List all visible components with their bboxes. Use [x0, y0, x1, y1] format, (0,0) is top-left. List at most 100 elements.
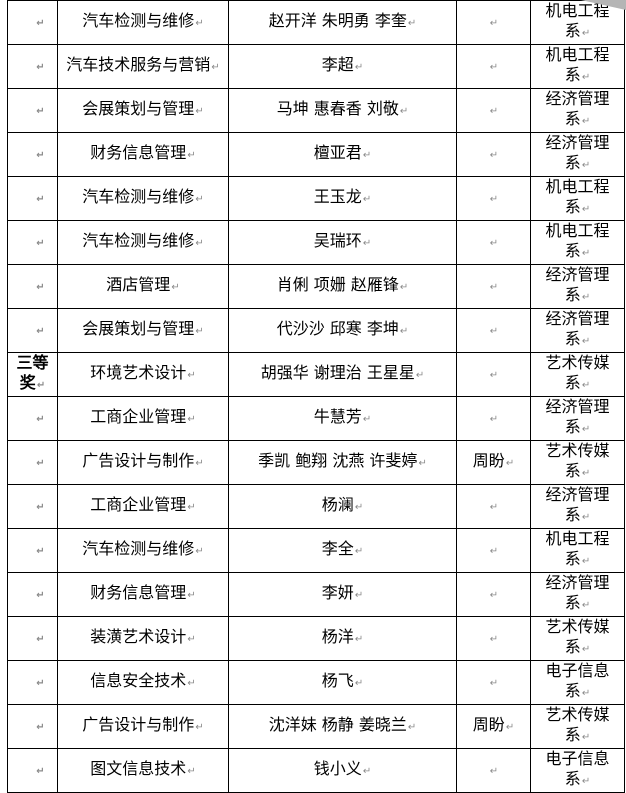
teacher-cell[interactable]: ↵: [456, 132, 531, 177]
major-cell[interactable]: 环境艺术设计↵: [57, 352, 229, 397]
students-cell[interactable]: 杨飞↵: [228, 660, 457, 705]
teacher-cell[interactable]: ↵: [456, 572, 531, 617]
students-cell[interactable]: 肖俐 项姗 赵雁锋↵: [228, 264, 457, 309]
award-cell[interactable]: ↵: [7, 132, 58, 177]
award-cell[interactable]: ↵: [7, 88, 58, 133]
teacher-cell[interactable]: ↵: [456, 264, 531, 309]
students-cell[interactable]: 赵开洋 朱明勇 李奎↵: [228, 0, 457, 45]
award-cell[interactable]: ↵: [7, 0, 58, 45]
major-cell[interactable]: 汽车检测与维修↵: [57, 220, 229, 265]
major-cell[interactable]: 工商企业管理↵: [57, 396, 229, 441]
department-cell[interactable]: 电子信息系↵: [530, 660, 625, 705]
department-cell[interactable]: 电子信息系↵: [530, 748, 625, 793]
students-cell[interactable]: 牛慧芳↵: [228, 396, 457, 441]
department-cell[interactable]: 经济管理系↵: [530, 132, 625, 177]
paragraph-mark-icon: ↵: [489, 238, 499, 249]
department-cell[interactable]: 艺术传媒系↵: [530, 440, 625, 485]
teacher-cell[interactable]: ↵: [456, 660, 531, 705]
department-cell[interactable]: 机电工程系↵: [530, 44, 625, 89]
department-cell[interactable]: 经济管理系↵: [530, 572, 625, 617]
award-cell[interactable]: ↵: [7, 176, 58, 221]
students-cell[interactable]: 马坤 惠春香 刘敬↵: [228, 88, 457, 133]
students-cell[interactable]: 钱小义↵: [228, 748, 457, 793]
major-cell[interactable]: 汽车检测与维修↵: [57, 176, 229, 221]
major-cell[interactable]: 财务信息管理↵: [57, 132, 229, 177]
teacher-cell[interactable]: ↵: [456, 44, 531, 89]
students-cell[interactable]: 杨洋↵: [228, 616, 457, 661]
award-cell[interactable]: 三等奖↵: [7, 352, 58, 397]
award-cell[interactable]: ↵: [7, 572, 58, 617]
award-cell[interactable]: ↵: [7, 396, 58, 441]
teacher-cell[interactable]: ↵: [456, 484, 531, 529]
teacher-cell[interactable]: 周盼↵: [456, 704, 531, 749]
teacher-cell[interactable]: ↵: [456, 0, 531, 45]
paragraph-mark-icon: ↵: [36, 766, 45, 777]
students-cell[interactable]: 季凯 鲍翔 沈燕 许斐婷↵: [228, 440, 457, 485]
award-cell[interactable]: ↵: [7, 264, 58, 309]
students-cell[interactable]: 李全↵: [228, 528, 457, 573]
students-cell[interactable]: 沈洋妹 杨静 姜晓兰↵: [228, 704, 457, 749]
department-cell[interactable]: 艺术传媒系↵: [530, 352, 625, 397]
paragraph-mark-icon: ↵: [36, 414, 45, 425]
major-cell[interactable]: 工商企业管理↵: [57, 484, 229, 529]
major-cell[interactable]: 酒店管理↵: [57, 264, 229, 309]
department-cell[interactable]: 经济管理系↵: [530, 484, 625, 529]
paragraph-mark-icon: ↵: [489, 502, 499, 513]
teacher-cell[interactable]: 周盼↵: [456, 440, 531, 485]
award-cell[interactable]: ↵: [7, 748, 58, 793]
major-cell[interactable]: 图文信息技术↵: [57, 748, 229, 793]
department-cell[interactable]: 艺术传媒系↵: [530, 704, 625, 749]
department-cell[interactable]: 机电工程系↵: [530, 528, 625, 573]
department-cell[interactable]: 经济管理系↵: [530, 88, 625, 133]
teacher-cell[interactable]: ↵: [456, 352, 531, 397]
award-cell[interactable]: ↵: [7, 44, 58, 89]
teacher-cell[interactable]: ↵: [456, 220, 531, 265]
award-cell[interactable]: ↵: [7, 484, 58, 529]
students-cell[interactable]: 杨澜↵: [228, 484, 457, 529]
major-cell[interactable]: 会展策划与管理↵: [57, 308, 229, 353]
major-cell[interactable]: 会展策划与管理↵: [57, 88, 229, 133]
major-cell[interactable]: 装潢艺术设计↵: [57, 616, 229, 661]
paragraph-mark-icon: ↵: [489, 370, 499, 381]
students-cell[interactable]: 胡强华 谢理治 王星星↵: [228, 352, 457, 397]
award-cell[interactable]: ↵: [7, 616, 58, 661]
paragraph-mark-icon: ↵: [407, 18, 417, 29]
major-cell[interactable]: 财务信息管理↵: [57, 572, 229, 617]
major-cell[interactable]: 广告设计与制作↵: [57, 704, 229, 749]
teacher-cell[interactable]: ↵: [456, 176, 531, 221]
students-cell[interactable]: 吴瑞环↵: [228, 220, 457, 265]
teacher-cell[interactable]: ↵: [456, 528, 531, 573]
department-cell[interactable]: 经济管理系↵: [530, 308, 625, 353]
department-cell[interactable]: 机电工程系↵: [530, 220, 625, 265]
major-cell[interactable]: 广告设计与制作↵: [57, 440, 229, 485]
major-cell[interactable]: 信息安全技术↵: [57, 660, 229, 705]
department-cell[interactable]: 经济管理系↵: [530, 396, 625, 441]
department-cell[interactable]: 艺术传媒系↵: [530, 616, 625, 661]
paragraph-mark-icon: ↵: [36, 546, 45, 557]
students-cell[interactable]: 李妍↵: [228, 572, 457, 617]
paragraph-mark-icon: ↵: [489, 106, 499, 117]
students-cell[interactable]: 檀亚君↵: [228, 132, 457, 177]
award-cell[interactable]: ↵: [7, 528, 58, 573]
students-cell[interactable]: 李超↵: [228, 44, 457, 89]
teacher-cell[interactable]: ↵: [456, 748, 531, 793]
award-cell[interactable]: ↵: [7, 308, 58, 353]
paragraph-mark-icon: ↵: [36, 458, 45, 469]
department-cell[interactable]: 机电工程系↵: [530, 176, 625, 221]
award-cell[interactable]: ↵: [7, 220, 58, 265]
department-cell[interactable]: 经济管理系↵: [530, 264, 625, 309]
teacher-cell[interactable]: ↵: [456, 88, 531, 133]
major-cell[interactable]: 汽车技术服务与营销↵: [57, 44, 229, 89]
award-cell[interactable]: ↵: [7, 660, 58, 705]
award-cell[interactable]: ↵: [7, 440, 58, 485]
paragraph-mark-icon: ↵: [187, 414, 196, 425]
teacher-cell[interactable]: ↵: [456, 396, 531, 441]
teacher-cell[interactable]: ↵: [456, 308, 531, 353]
award-cell[interactable]: ↵: [7, 704, 58, 749]
students-cell[interactable]: 代沙沙 邱寒 李坤↵: [228, 308, 457, 353]
major-cell[interactable]: 汽车检测与维修↵: [57, 0, 229, 45]
major-cell[interactable]: 汽车检测与维修↵: [57, 528, 229, 573]
paragraph-mark-icon: ↵: [489, 590, 499, 601]
students-cell[interactable]: 王玉龙↵: [228, 176, 457, 221]
teacher-cell[interactable]: ↵: [456, 616, 531, 661]
